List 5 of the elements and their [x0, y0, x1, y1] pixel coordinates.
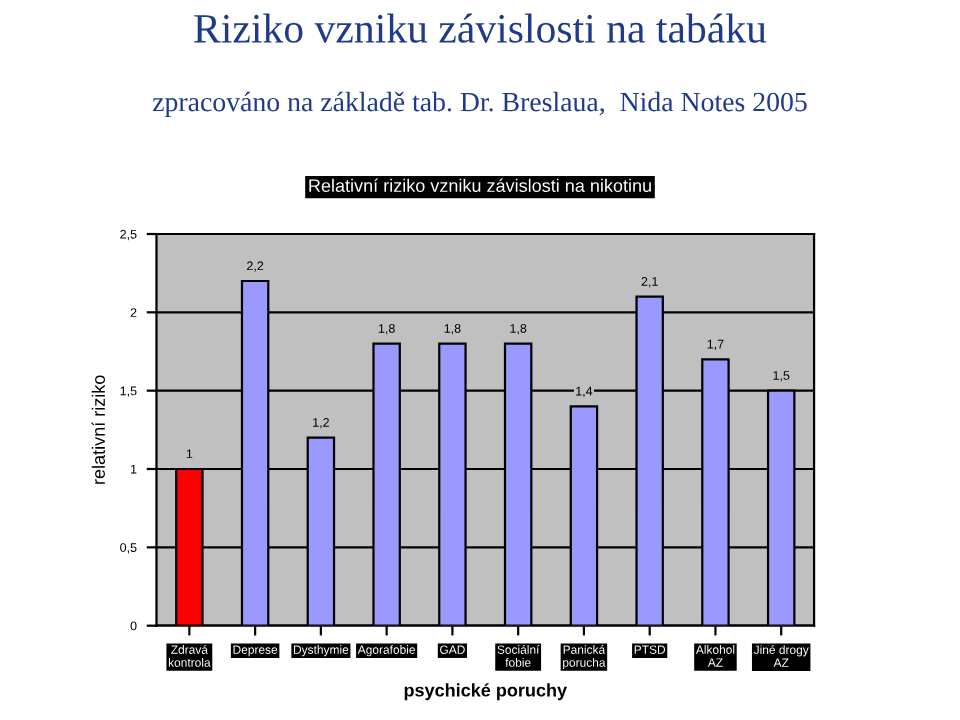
chart-subtitle: zpracováno na základě tab. Dr. Breslaua, Nida Notes 2005: [152, 91, 807, 118]
text: Relativní riziko vzniku závislosti na nikotinu: [309, 178, 651, 193]
x-axis-title: psychické poruchy: [404, 683, 567, 701]
y-axis-title: relativní riziko: [91, 375, 105, 484]
chart-title: Riziko vzniku závislosti na tabáku: [194, 13, 767, 43]
